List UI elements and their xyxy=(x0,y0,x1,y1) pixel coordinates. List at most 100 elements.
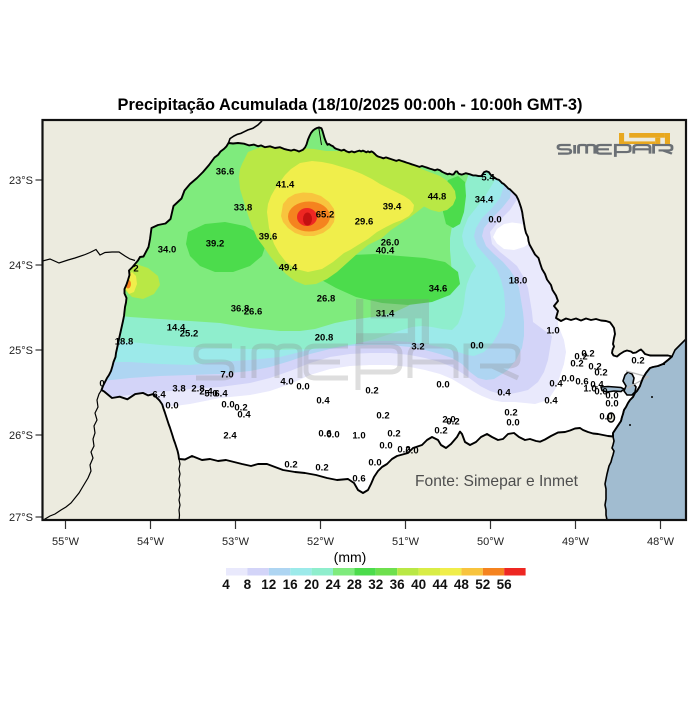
svg-text:34.0: 34.0 xyxy=(158,245,177,256)
svg-text:0.0: 0.0 xyxy=(561,374,574,385)
svg-text:0.4: 0.4 xyxy=(497,388,511,399)
svg-text:0.2: 0.2 xyxy=(397,445,410,456)
svg-text:44: 44 xyxy=(432,577,448,592)
svg-text:2.0: 2.0 xyxy=(442,415,455,426)
svg-text:51°W: 51°W xyxy=(392,536,420,548)
svg-text:3.8: 3.8 xyxy=(172,384,185,395)
svg-text:0.2: 0.2 xyxy=(504,408,517,419)
svg-text:0.2: 0.2 xyxy=(315,463,328,474)
svg-text:12: 12 xyxy=(261,577,276,592)
svg-text:0.6: 0.6 xyxy=(575,377,588,388)
svg-text:27°S: 27°S xyxy=(9,512,33,524)
svg-text:49.4: 49.4 xyxy=(279,263,298,274)
svg-text:0.0: 0.0 xyxy=(326,430,339,441)
svg-text:0.2: 0.2 xyxy=(387,429,400,440)
svg-text:0.0: 0.0 xyxy=(368,458,381,469)
svg-text:49°W: 49°W xyxy=(562,536,590,548)
svg-text:0.6: 0.6 xyxy=(352,474,365,485)
svg-text:0.0: 0.0 xyxy=(165,401,178,412)
svg-text:0.2: 0.2 xyxy=(234,403,247,414)
svg-text:0.2: 0.2 xyxy=(574,352,587,363)
svg-text:31.4: 31.4 xyxy=(376,309,395,320)
svg-text:0.2: 0.2 xyxy=(581,349,594,360)
svg-text:0.2: 0.2 xyxy=(434,426,447,437)
svg-text:0.2: 0.2 xyxy=(570,359,583,370)
svg-text:36.6: 36.6 xyxy=(216,167,235,178)
svg-text:24°S: 24°S xyxy=(9,260,33,272)
svg-text:0.4: 0.4 xyxy=(590,380,604,391)
svg-text:2.8: 2.8 xyxy=(191,384,204,395)
svg-text:0.2: 0.2 xyxy=(588,362,601,373)
svg-text:34.6: 34.6 xyxy=(429,284,448,295)
svg-text:14.4: 14.4 xyxy=(167,323,186,334)
svg-text:0.0: 0.0 xyxy=(296,382,309,393)
svg-text:53°W: 53°W xyxy=(222,536,250,548)
svg-text:54°W: 54°W xyxy=(137,536,165,548)
svg-text:0.0: 0.0 xyxy=(488,215,501,226)
svg-text:40.4: 40.4 xyxy=(376,246,395,257)
svg-text:6.4: 6.4 xyxy=(152,390,166,401)
svg-text:26.6: 26.6 xyxy=(244,307,263,318)
svg-text:48: 48 xyxy=(454,577,470,592)
svg-text:8: 8 xyxy=(244,577,252,592)
svg-text:39.6: 39.6 xyxy=(259,232,278,243)
svg-text:52: 52 xyxy=(475,577,490,592)
svg-text:6.4: 6.4 xyxy=(214,389,228,400)
svg-text:(mm): (mm) xyxy=(334,549,367,565)
svg-text:29.6: 29.6 xyxy=(355,217,374,228)
svg-text:0.2: 0.2 xyxy=(365,386,378,397)
svg-text:4.0: 4.0 xyxy=(280,377,293,388)
svg-text:0.2: 0.2 xyxy=(594,368,607,379)
svg-text:0: 0 xyxy=(99,379,104,390)
svg-text:36: 36 xyxy=(390,577,406,592)
svg-text:4: 4 xyxy=(222,577,230,592)
svg-text:0.2: 0.2 xyxy=(284,460,297,471)
svg-text:2.4: 2.4 xyxy=(199,387,213,398)
svg-text:2.4: 2.4 xyxy=(223,431,237,442)
svg-text:0.6: 0.6 xyxy=(318,429,331,440)
svg-text:1.0: 1.0 xyxy=(546,326,559,337)
svg-text:26.0: 26.0 xyxy=(381,238,400,249)
svg-text:20.8: 20.8 xyxy=(315,333,334,344)
svg-text:50°W: 50°W xyxy=(477,536,505,548)
svg-text:39.2: 39.2 xyxy=(206,239,225,250)
svg-text:65.2: 65.2 xyxy=(316,210,335,221)
svg-text:0.2: 0.2 xyxy=(631,356,644,367)
svg-text:18.8: 18.8 xyxy=(115,337,134,348)
svg-text:41.4: 41.4 xyxy=(276,180,295,191)
svg-text:40: 40 xyxy=(411,577,426,592)
svg-text:0.4: 0.4 xyxy=(549,379,563,390)
svg-text:3.2: 3.2 xyxy=(411,342,424,353)
svg-text:56: 56 xyxy=(497,577,513,592)
svg-text:25°S: 25°S xyxy=(9,345,33,357)
svg-text:25.2: 25.2 xyxy=(180,329,199,340)
svg-text:0.2: 0.2 xyxy=(376,411,389,422)
svg-text:0.0: 0.0 xyxy=(506,418,519,429)
svg-text:39.4: 39.4 xyxy=(383,202,402,213)
svg-text:0.0: 0.0 xyxy=(605,399,618,410)
svg-text:32: 32 xyxy=(368,577,383,592)
svg-text:5.4: 5.4 xyxy=(481,173,495,184)
svg-text:0.0: 0.0 xyxy=(599,412,612,423)
svg-text:33.8: 33.8 xyxy=(234,203,253,214)
svg-text:26°S: 26°S xyxy=(9,430,33,442)
svg-text:20: 20 xyxy=(304,577,319,592)
svg-text:1.0: 1.0 xyxy=(352,431,365,442)
svg-text:0.0: 0.0 xyxy=(605,391,618,402)
svg-text:44.8: 44.8 xyxy=(428,192,447,203)
svg-text:55°W: 55°W xyxy=(52,536,80,548)
svg-text:Fonte: Simepar e Inmet: Fonte: Simepar e Inmet xyxy=(415,473,579,490)
svg-text:0.0: 0.0 xyxy=(470,341,483,352)
svg-text:23°S: 23°S xyxy=(9,175,33,187)
svg-text:7.0: 7.0 xyxy=(220,370,233,381)
svg-text:2: 2 xyxy=(133,264,138,275)
svg-text:0.0: 0.0 xyxy=(221,400,234,411)
svg-text:52°W: 52°W xyxy=(307,536,335,548)
svg-text:0.2: 0.2 xyxy=(446,417,459,428)
svg-text:48°W: 48°W xyxy=(647,536,675,548)
svg-text:5.0: 5.0 xyxy=(204,389,217,400)
svg-text:24: 24 xyxy=(325,577,341,592)
svg-text:0.0: 0.0 xyxy=(436,380,449,391)
svg-text:28: 28 xyxy=(347,577,363,592)
svg-text:26.8: 26.8 xyxy=(317,294,336,305)
